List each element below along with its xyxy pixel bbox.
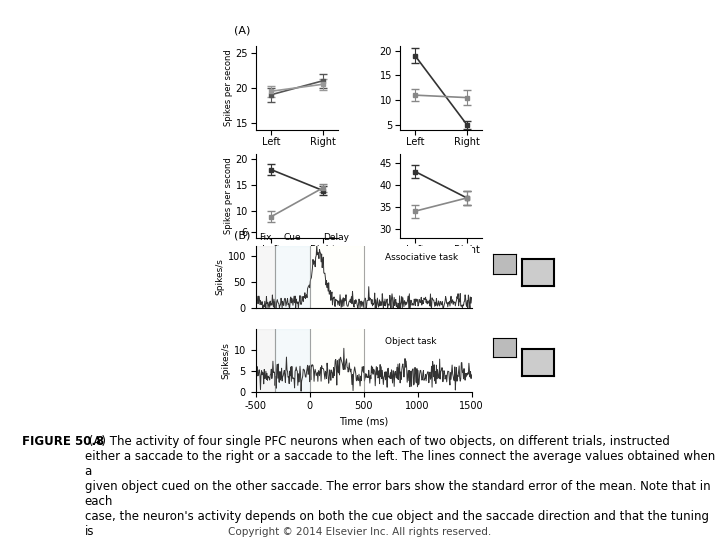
Text: Copyright © 2014 Elsevier Inc. All rights reserved.: Copyright © 2014 Elsevier Inc. All right… (228, 527, 492, 537)
Text: FIGURE 50.8: FIGURE 50.8 (22, 435, 104, 448)
Text: Associative task: Associative task (385, 253, 459, 262)
Bar (256, 329, 275, 392)
Y-axis label: Spikes per second: Spikes per second (224, 49, 233, 126)
Text: (B): (B) (234, 230, 251, 240)
Bar (310, 329, 364, 392)
Text: (A) The activity of four single PFC neurons when each of two objects, on differe: (A) The activity of four single PFC neur… (84, 435, 715, 540)
Bar (310, 246, 364, 308)
Bar (275, 246, 310, 308)
Y-axis label: Spikes/s: Spikes/s (216, 258, 225, 295)
Bar (256, 246, 275, 308)
X-axis label: Time (ms): Time (ms) (339, 417, 388, 427)
Text: Fix: Fix (259, 233, 271, 242)
Y-axis label: Spikes/s: Spikes/s (222, 342, 231, 379)
Text: (A): (A) (234, 25, 251, 35)
Text: Delay: Delay (323, 233, 350, 242)
Text: Object task: Object task (385, 337, 437, 346)
Text: Cue: Cue (284, 233, 301, 242)
Y-axis label: Spikes per second: Spikes per second (224, 157, 233, 234)
Bar (275, 329, 310, 392)
